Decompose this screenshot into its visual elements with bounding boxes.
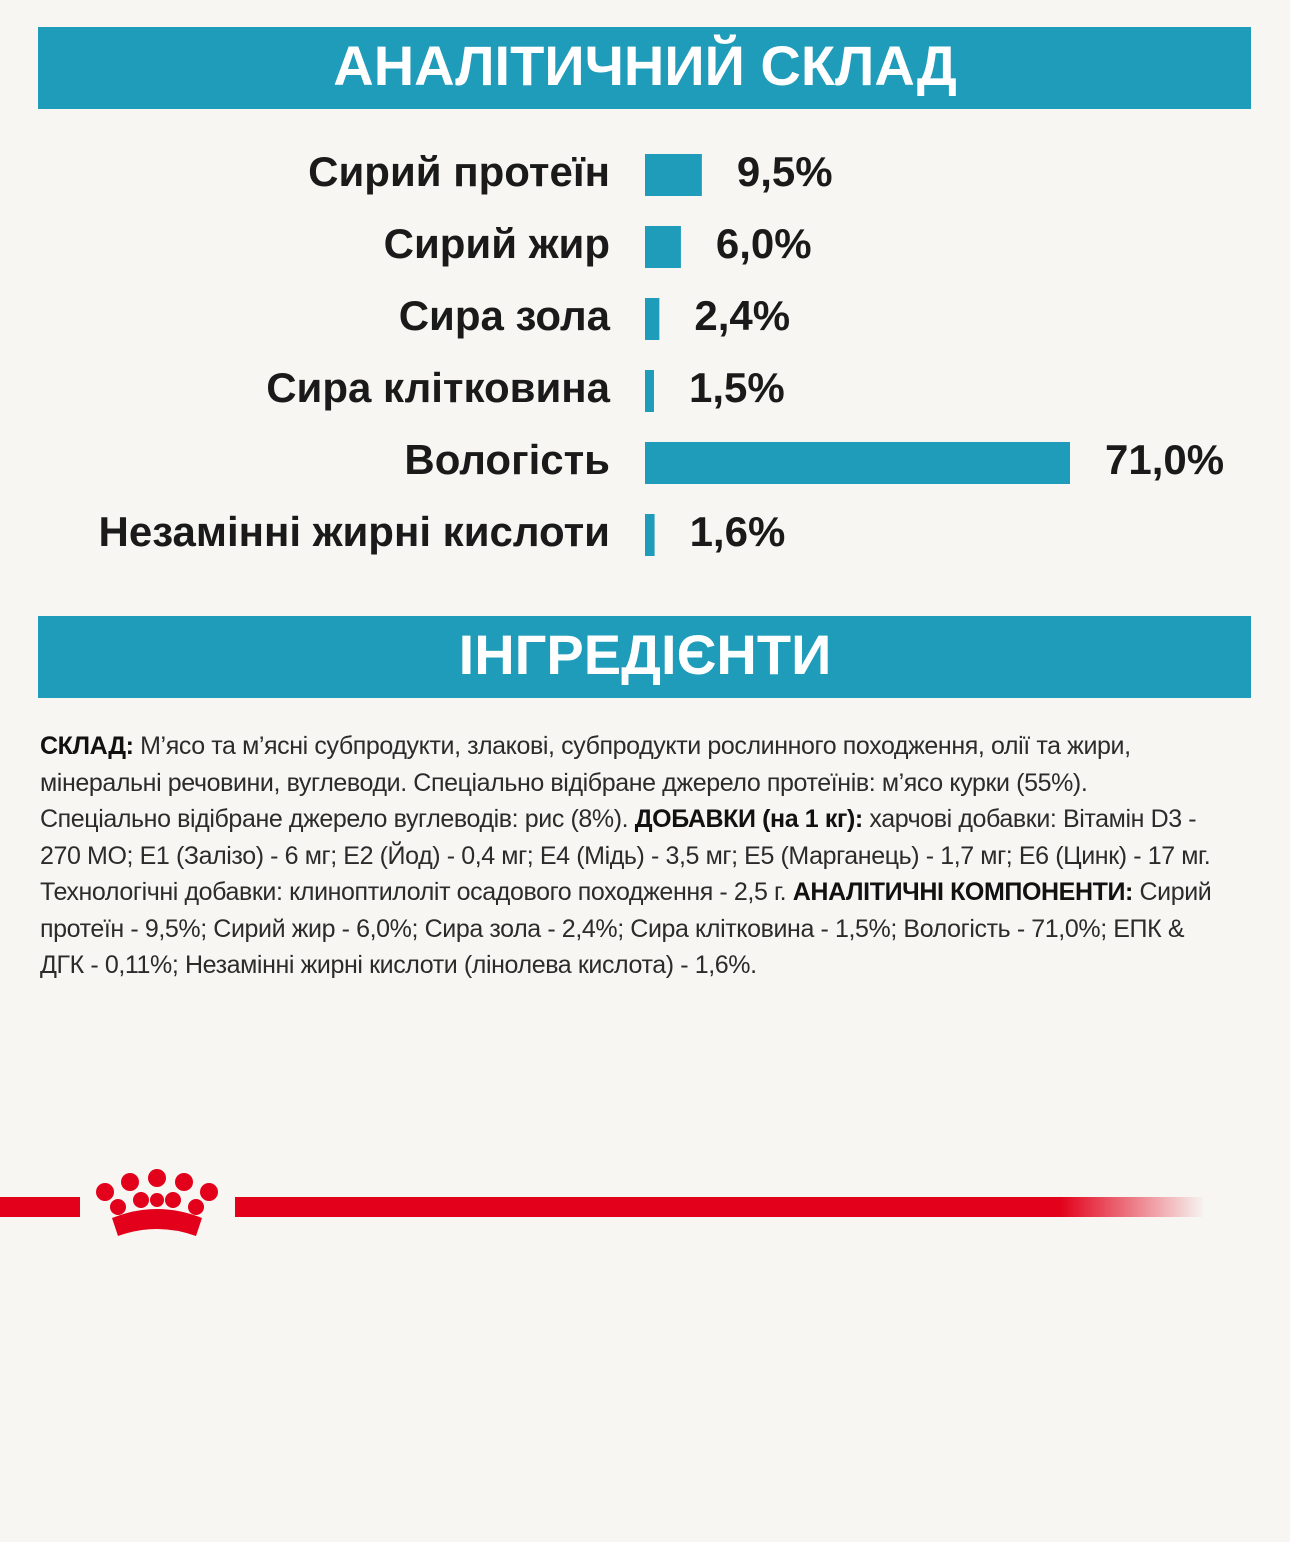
brand-logo [96, 1169, 218, 1236]
category-label: Вологість [404, 436, 610, 483]
category-label: Сира клітковина [266, 364, 610, 411]
value-label: 71,0% [1105, 436, 1224, 483]
bar [645, 226, 681, 268]
category-label: Незамінні жирні кислоти [99, 508, 610, 555]
value-label: 2,4% [694, 292, 790, 339]
brand-line [235, 1197, 1205, 1217]
bar [645, 298, 660, 340]
header-band [38, 616, 1251, 698]
section-title: ІНГРЕДІЄНТИ [459, 623, 832, 686]
text: М’ясо та м’ясні субпродукти, злакові, су… [40, 732, 1131, 833]
bold-text: ДОБАВКИ (на 1 кг): [634, 805, 863, 833]
value-label: 9,5% [737, 148, 833, 195]
value-label: 6,0% [716, 220, 812, 267]
category-label: Сира зола [399, 292, 611, 339]
bold-text: АНАЛІТИЧНІ КОМПОНЕНТИ: [792, 878, 1134, 906]
bar [645, 442, 1070, 484]
ingredients-text: СКЛАД: М’ясо та м’ясні субпродукти, злак… [40, 728, 1220, 984]
category-label: Сирий протеїн [308, 148, 610, 195]
category-label: Сирий жир [384, 220, 610, 267]
header-band [38, 27, 1251, 109]
chart-title: АНАЛІТИЧНИЙ СКЛАД [333, 34, 957, 97]
text: харчові добавки: Вітамін D3 - 270 МО; Е1… [40, 805, 1211, 906]
text: Сирий протеїн - 9,5%; Сирий жир - 6,0%; … [40, 878, 1212, 979]
bar [645, 370, 654, 412]
brand-line [0, 1197, 80, 1217]
value-label: 1,6% [690, 508, 786, 555]
bar [645, 154, 702, 196]
bar [645, 514, 655, 556]
bold-text: СКЛАД: [40, 732, 134, 760]
value-label: 1,5% [689, 364, 785, 411]
